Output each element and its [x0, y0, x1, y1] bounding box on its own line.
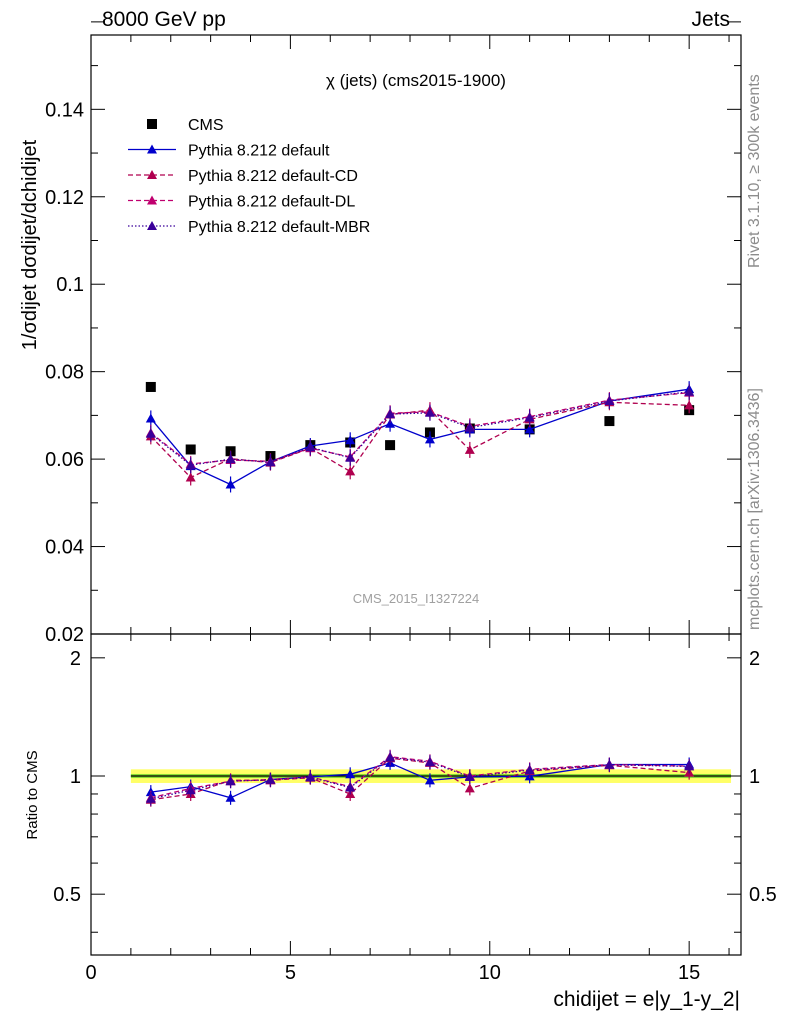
main-series-2	[145, 394, 695, 486]
series-point	[385, 409, 396, 419]
legend-entry-3: Pythia 8.212 default-DL	[128, 194, 355, 211]
series-point	[684, 386, 695, 396]
ratio-y-tick-label: 0.5	[53, 884, 81, 906]
x-tick-label: 10	[479, 962, 501, 984]
series-point	[265, 774, 276, 784]
cms-data-point	[145, 381, 156, 392]
legend-marker	[147, 221, 157, 230]
series-point	[385, 418, 396, 428]
series-point	[464, 783, 475, 793]
y-tick-label: 0.08	[45, 362, 84, 384]
legend-label: Pythia 8.212 default-CD	[188, 168, 358, 185]
ratio-y-axis-label: Ratio to CMS	[24, 750, 41, 839]
series-point	[424, 757, 435, 767]
y-tick-label: 0.1	[56, 274, 84, 296]
series-point	[225, 776, 236, 786]
ratio-y-tick-label-right: 2	[749, 648, 760, 670]
legend-entry-4: Pythia 8.212 default-MBR	[128, 219, 370, 236]
series-point	[345, 466, 356, 476]
series-point	[464, 422, 475, 432]
series-point	[305, 772, 316, 782]
series-line	[150, 401, 690, 479]
chart-title: χ (jets) (cms2015-1900)	[326, 71, 506, 90]
ratio-series-4	[145, 750, 695, 806]
legend-entry-1: Pythia 8.212 default	[128, 143, 330, 160]
legend-marker	[147, 170, 157, 179]
series-point	[424, 775, 435, 785]
main-series-0	[145, 381, 695, 462]
series-line	[150, 391, 690, 466]
legend-label: Pythia 8.212 default-MBR	[188, 219, 370, 236]
series-point	[464, 771, 475, 781]
series-point	[604, 395, 615, 405]
legend-entry-2: Pythia 8.212 default-CD	[128, 168, 358, 185]
series-point	[524, 765, 535, 775]
series-point	[145, 413, 156, 423]
header-process-label: 8000 GeV pp	[102, 8, 226, 31]
legend-label: Pythia 8.212 default-DL	[188, 194, 355, 211]
series-point	[345, 435, 356, 445]
series-point	[265, 457, 276, 467]
series-point	[464, 444, 475, 454]
series-point	[145, 428, 156, 438]
header-category-label: Jets	[691, 8, 730, 31]
cms-data-point	[185, 444, 196, 455]
legend-label: CMS	[188, 117, 224, 134]
legend-marker	[147, 119, 157, 129]
series-point	[524, 412, 535, 422]
ratio-series-1	[145, 755, 695, 805]
legend-marker	[147, 195, 157, 205]
analysis-watermark: CMS_2015_I1327224	[353, 591, 480, 606]
x-tick-label: 15	[678, 962, 700, 984]
series-point	[145, 793, 156, 803]
series-point	[684, 400, 695, 410]
main-series-4	[145, 383, 695, 474]
series-point	[305, 442, 316, 452]
y-tick-label: 0.02	[45, 624, 84, 646]
ratio-y-tick-label: 2	[70, 648, 81, 670]
series-point	[225, 454, 236, 464]
ratio-plot-frame	[90, 633, 742, 956]
series-point	[604, 759, 615, 769]
series-point	[225, 792, 236, 802]
series-line	[150, 762, 690, 799]
ratio-y-tick-label-right: 1	[749, 766, 760, 788]
series-point	[185, 460, 196, 470]
y-tick-label: 0.14	[45, 99, 84, 121]
legend-marker	[147, 144, 157, 154]
series-point	[185, 785, 196, 795]
ratio-y-tick-label: 1	[70, 766, 81, 788]
cms-data-point	[604, 416, 615, 427]
y-tick-label: 0.12	[45, 187, 84, 209]
main-series-1	[145, 381, 695, 493]
legend-entry-0: CMS	[147, 117, 224, 134]
x-tick-label: 5	[285, 962, 296, 984]
ratio-y-tick-label-right: 0.5	[749, 884, 777, 906]
main-y-axis-label: 1/σdijet dσdijet/dchidijet	[19, 139, 41, 350]
y-tick-label: 0.06	[45, 449, 84, 471]
y-tick-label: 0.04	[45, 537, 84, 559]
series-point	[524, 424, 535, 434]
series-point	[185, 472, 196, 482]
series-point	[225, 479, 236, 489]
x-axis-label: chidijet = e|y_1-y_2|	[553, 988, 740, 1011]
series-point	[345, 782, 356, 792]
x-tick-label: 0	[85, 962, 96, 984]
series-point	[424, 434, 435, 444]
cms-data-point	[385, 440, 396, 451]
series-line	[150, 388, 690, 486]
series-point	[345, 769, 356, 779]
legend-label: Pythia 8.212 default	[188, 143, 330, 160]
series-point	[385, 752, 396, 762]
series-point	[424, 407, 435, 417]
series-line	[150, 756, 690, 800]
series-point	[345, 452, 356, 462]
series-point	[684, 761, 695, 771]
